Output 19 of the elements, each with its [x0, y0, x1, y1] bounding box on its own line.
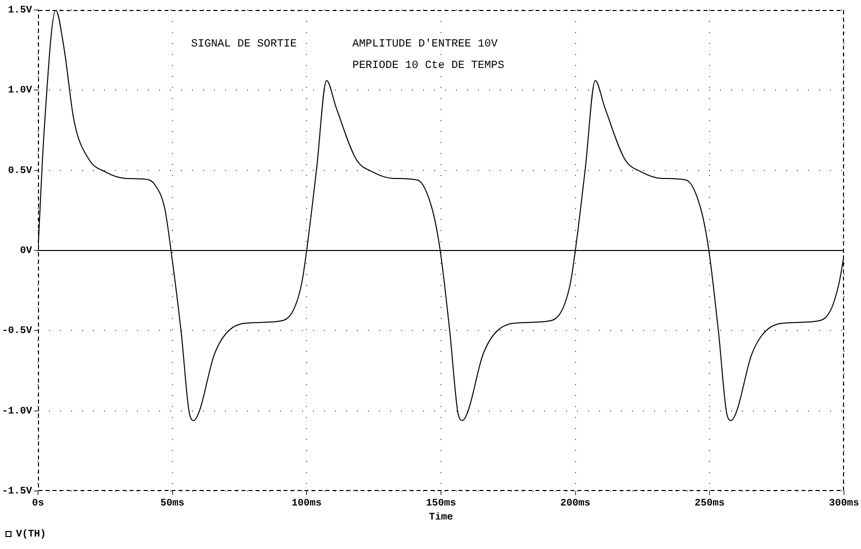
- y-tick-label: 1.5V: [8, 6, 32, 17]
- y-tick-label: 0V: [20, 246, 32, 258]
- x-axis-title: Time: [428, 512, 454, 524]
- x-tick-label: 150ms: [426, 498, 456, 510]
- y-tick-label: -0.5V: [2, 326, 32, 338]
- x-tick-label: 250ms: [694, 498, 725, 510]
- annotation: AMPLITUDE D'ENTREE 10V: [352, 38, 498, 51]
- legend-label: V(TH): [16, 528, 46, 541]
- annotation: PERIODE 10 Cte DE TEMPS: [352, 60, 505, 72]
- y-tick-label: -1.0V: [2, 406, 32, 418]
- x-tick-label: 100ms: [292, 498, 322, 510]
- x-tick-label: 0s: [32, 498, 44, 510]
- x-tick-label: 300ms: [828, 498, 860, 510]
- y-tick-label: 0.5V: [8, 166, 32, 177]
- x-tick-label: 200ms: [560, 498, 590, 510]
- x-tick-label: 50ms: [160, 498, 184, 510]
- y-tick-label: -1.5V: [2, 486, 32, 498]
- y-tick-label: 1.0V: [8, 86, 32, 97]
- annotation: SIGNAL DE SORTIE: [191, 38, 298, 51]
